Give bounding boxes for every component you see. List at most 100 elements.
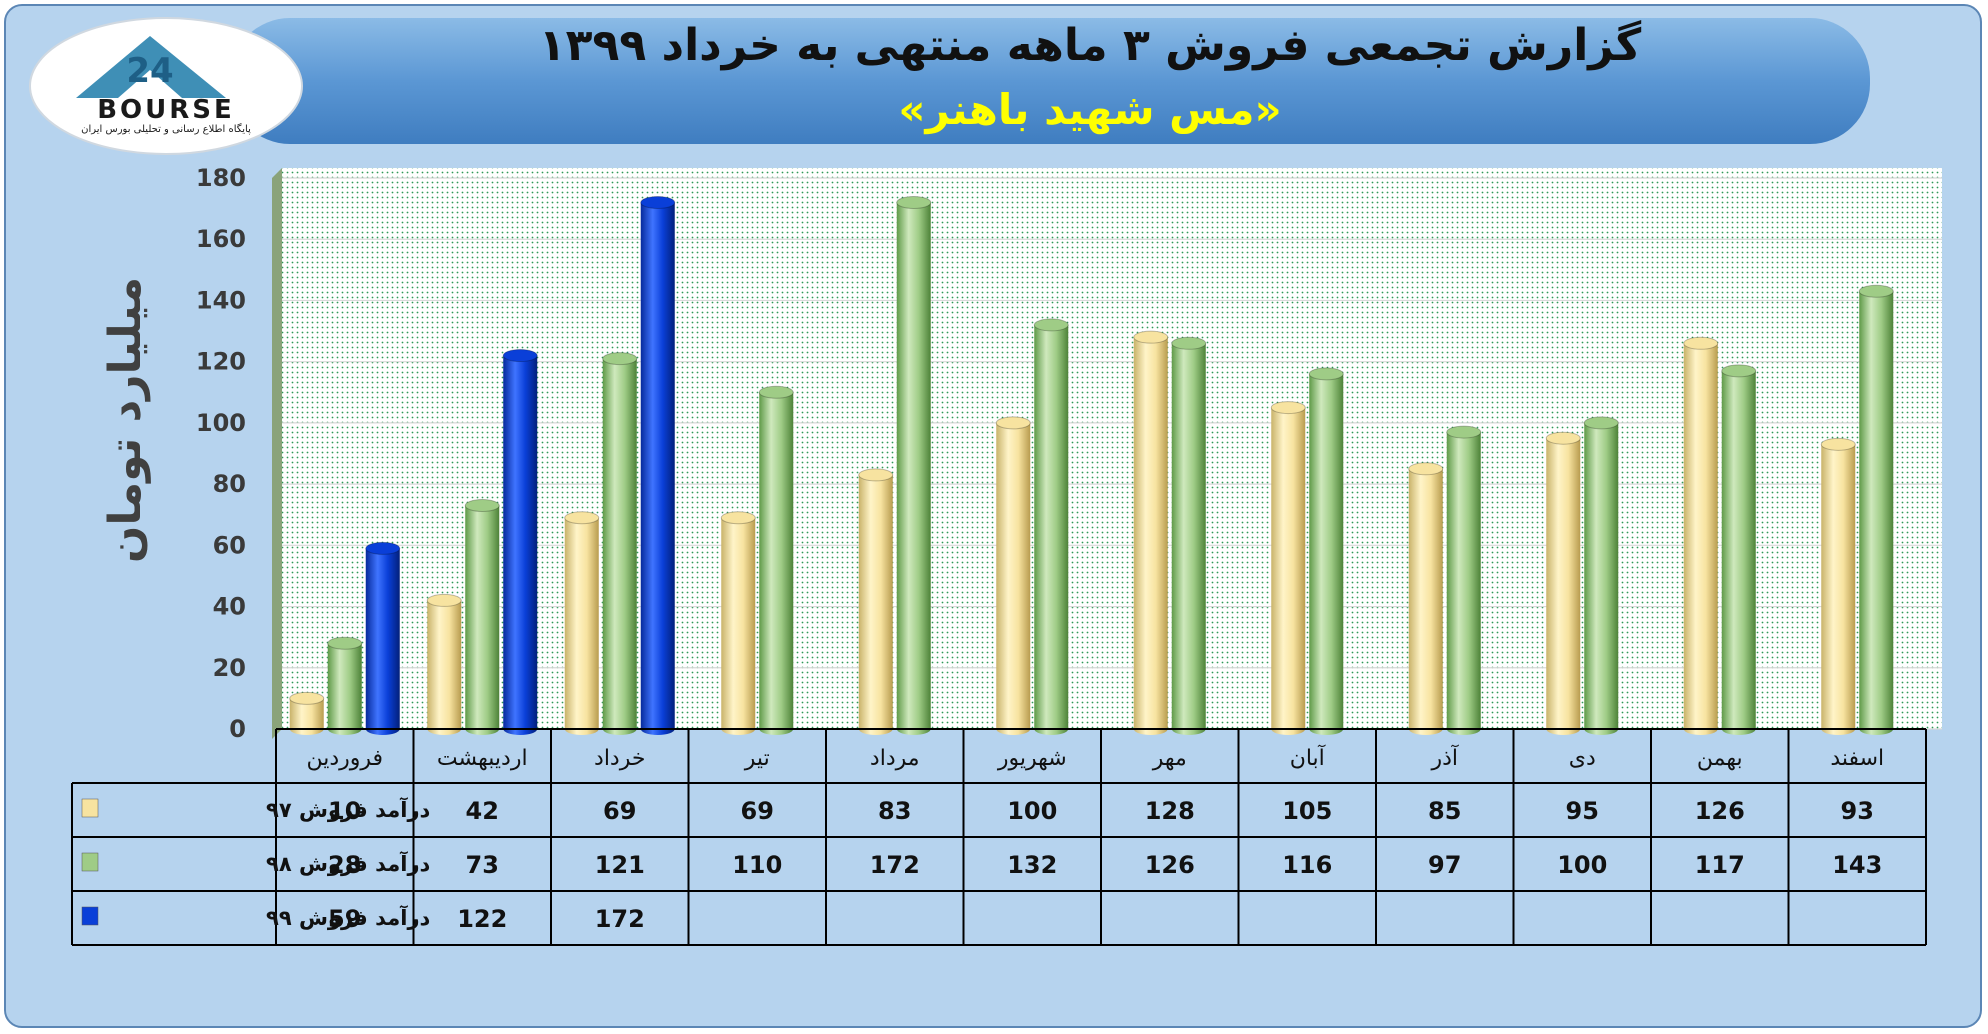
bar-body [427, 600, 462, 735]
bar-cap [758, 385, 794, 399]
bar-آذر-0 [1408, 462, 1444, 735]
bar-body [602, 358, 637, 735]
bar-body [564, 517, 599, 735]
x-tick-label: آذر [1430, 744, 1458, 771]
logo-wordmark: BOURSE [97, 95, 235, 125]
bar-خرداد-0 [564, 511, 600, 735]
bar-شهریور-0 [995, 416, 1031, 735]
bar-cap [464, 499, 500, 513]
bar-cap [289, 691, 325, 705]
table-value: 143 [1832, 851, 1882, 879]
legend-swatch [81, 906, 99, 926]
bar-cap [995, 416, 1031, 430]
x-tick-label: تیر [744, 746, 770, 771]
bar-body [503, 355, 538, 735]
bar-body [365, 548, 400, 735]
bar-cap [564, 511, 600, 525]
x-tick-label: آبان [1290, 744, 1326, 771]
bar-cap [858, 468, 894, 482]
bar-آذر-1 [1446, 425, 1482, 735]
bar-فروردین-2 [365, 541, 401, 735]
bar-cap [327, 636, 363, 650]
table-value: 172 [870, 851, 920, 879]
y-tick-label: 140 [196, 286, 246, 314]
y-tick-label: 0 [229, 715, 246, 743]
bar-تیر-1 [758, 385, 794, 735]
legend-label: درآمد فروش ۹۹ [266, 905, 431, 930]
table-value: 85 [1428, 797, 1461, 825]
table-value: 28 [328, 851, 361, 879]
bar-فروردین-1 [327, 636, 363, 735]
bar-body [1034, 324, 1069, 735]
bar-cap [896, 195, 932, 209]
bar-body [289, 698, 324, 735]
x-tick-label: شهریور [997, 746, 1067, 771]
bar-body [1721, 370, 1756, 735]
table-value: 73 [466, 851, 499, 879]
table-value: 128 [1145, 797, 1195, 825]
plot-area [282, 168, 1942, 729]
chart-title: گزارش تجمعی فروش ۳ ماهه منتهی به خرداد ۱… [539, 19, 1642, 71]
bar-بهمن-1 [1721, 364, 1757, 735]
bar-body [996, 422, 1031, 735]
header-banner [230, 18, 1870, 144]
bar-body [759, 392, 794, 735]
bar-cap [1033, 318, 1069, 332]
table-value: 59 [328, 905, 361, 933]
bourse-logo: 24 BOURSE پایگاه اطلاع رسانی و تحلیلی بو… [29, 17, 303, 155]
x-tick-label: اسفند [1830, 746, 1884, 771]
y-tick-label: 100 [196, 409, 246, 437]
y-axis-label: میلیارد تومان [100, 277, 151, 563]
y-tick-label: 160 [196, 225, 246, 253]
bar-مرداد-1 [896, 195, 932, 735]
bar-cap [1545, 431, 1581, 445]
x-tick-label: خرداد [594, 746, 645, 771]
bar-مهر-0 [1133, 330, 1169, 735]
bar-cap [1308, 367, 1344, 381]
bar-بهمن-0 [1683, 336, 1719, 735]
bar-cap [602, 352, 638, 366]
bar-مهر-1 [1171, 336, 1207, 735]
table-value: 83 [878, 797, 911, 825]
bar-body [858, 474, 893, 735]
bar-دی-1 [1583, 416, 1619, 735]
table-value: 95 [1566, 797, 1599, 825]
y-tick-label: 180 [196, 164, 246, 192]
bar-body [465, 505, 500, 735]
bar-cap [1683, 336, 1719, 350]
bar-اسفند-0 [1820, 437, 1856, 735]
bar-body [1133, 337, 1168, 735]
y-tick-label: 120 [196, 348, 246, 376]
bar-آبان-0 [1270, 401, 1306, 735]
table-value: 97 [1428, 851, 1461, 879]
table-value: 132 [1007, 851, 1057, 879]
y-tick-label: 80 [213, 470, 246, 498]
x-tick-label: دی [1569, 746, 1596, 771]
bar-body [1271, 407, 1306, 735]
table-value: 105 [1282, 797, 1332, 825]
logo-number: 24 [126, 51, 173, 91]
legend-swatch [81, 852, 99, 872]
bar-cap [1446, 425, 1482, 439]
bar-body [1683, 343, 1718, 735]
table-value: 121 [595, 851, 645, 879]
bar-body [1821, 444, 1856, 735]
bar-body [1546, 438, 1581, 735]
bar-فروردین-0 [289, 691, 325, 735]
legend-label: درآمد فروش ۹۸ [266, 851, 431, 876]
x-tick-label: مهر [1152, 746, 1187, 771]
y-tick-label: 40 [213, 593, 246, 621]
bar-cap [1408, 462, 1444, 476]
y-axis-ticks: 0 20 40 60 80 100 120 140 160 180 [196, 164, 246, 743]
bar-cap [1721, 364, 1757, 378]
table-value: 69 [603, 797, 636, 825]
bar-cap [1133, 330, 1169, 344]
x-tick-label: بهمن [1697, 746, 1743, 771]
x-tick-label: مرداد [870, 746, 920, 771]
bar-body [721, 517, 756, 735]
bar-cap [1820, 437, 1856, 451]
table-value: 100 [1557, 851, 1607, 879]
bar-cap [640, 195, 676, 209]
bar-خرداد-1 [602, 352, 638, 735]
